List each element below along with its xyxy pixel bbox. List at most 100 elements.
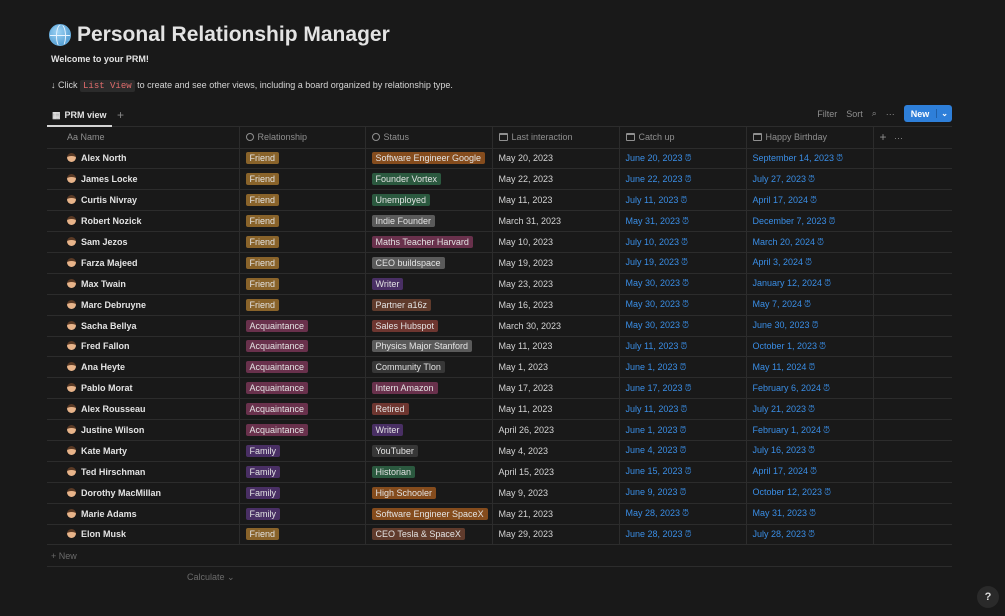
relationship-cell[interactable]: Acquaintance — [239, 398, 366, 421]
help-button[interactable]: ? — [977, 586, 999, 608]
status-cell[interactable]: Historian — [365, 461, 493, 483]
catch-up-cell[interactable]: May 30, 2023 ⏰︎ — [619, 294, 747, 316]
search-icon[interactable]: ⌕ — [871, 108, 877, 118]
last-interaction-cell[interactable]: May 29, 2023 — [492, 524, 620, 546]
status-cell[interactable]: Founder Vortex — [365, 168, 493, 191]
table-row[interactable]: Fred Fallon Acquaintance Physics Major S… — [47, 336, 952, 358]
table-row[interactable]: Alex Rousseau Acquaintance Retired May 1… — [47, 398, 952, 421]
catch-up-cell[interactable]: May 31, 2023 ⏰︎ — [619, 210, 747, 233]
catch-up-cell[interactable]: May 28, 2023 ⏰︎ — [619, 503, 747, 525]
relationship-cell[interactable]: Friend — [239, 231, 366, 253]
name-cell[interactable]: Dorothy MacMillan — [47, 482, 240, 504]
calculate-button[interactable]: Calculate ⌄ — [187, 572, 235, 582]
name-cell[interactable]: Max Twain — [47, 273, 240, 295]
new-button[interactable]: New ⌄ — [903, 105, 952, 122]
status-cell[interactable]: Software Engineer Google — [365, 148, 493, 170]
column-header-last-interaction[interactable]: Last interaction — [492, 127, 620, 149]
catch-up-cell[interactable]: June 1, 2023 ⏰︎ — [619, 356, 747, 379]
last-interaction-cell[interactable]: May 21, 2023 — [492, 503, 620, 525]
name-cell[interactable]: Elon Musk — [47, 524, 240, 546]
last-interaction-cell[interactable]: May 23, 2023 — [492, 273, 620, 295]
table-row[interactable]: Pablo Morat Acquaintance Intern Amazon M… — [47, 377, 952, 400]
birthday-cell[interactable]: February 6, 2024 ⏰︎ — [746, 377, 874, 400]
status-cell[interactable]: Physics Major Stanford — [365, 336, 493, 358]
table-row[interactable]: Dorothy MacMillan Family High Schooler M… — [47, 482, 952, 504]
column-header-catch-up[interactable]: Catch up — [619, 127, 747, 149]
catch-up-cell[interactable]: May 30, 2023 ⏰︎ — [619, 273, 747, 295]
status-cell[interactable]: Sales Hubspot — [365, 315, 493, 337]
name-cell[interactable]: Curtis Nivray — [47, 189, 240, 212]
relationship-cell[interactable]: Family — [239, 503, 366, 525]
relationship-cell[interactable]: Family — [239, 461, 366, 483]
status-cell[interactable]: Writer — [365, 273, 493, 295]
relationship-cell[interactable]: Acquaintance — [239, 377, 366, 400]
name-cell[interactable]: James Locke — [47, 168, 240, 191]
column-header-name[interactable]: Aa Name — [47, 127, 240, 149]
catch-up-cell[interactable]: July 10, 2023 ⏰︎ — [619, 231, 747, 253]
status-cell[interactable]: Software Engineer SpaceX — [365, 503, 493, 525]
relationship-cell[interactable]: Friend — [239, 252, 366, 274]
sort-button[interactable]: Sort — [846, 108, 863, 119]
table-row[interactable]: Ted Hirschman Family Historian April 15,… — [47, 461, 952, 483]
filter-button[interactable]: Filter — [817, 108, 838, 119]
last-interaction-cell[interactable]: March 31, 2023 — [492, 210, 620, 233]
relationship-cell[interactable]: Family — [239, 440, 366, 462]
birthday-cell[interactable]: July 21, 2023 ⏰︎ — [746, 398, 874, 421]
relationship-cell[interactable]: Acquaintance — [239, 356, 366, 379]
status-cell[interactable]: High Schooler — [365, 482, 493, 504]
table-row[interactable]: James Locke Friend Founder Vortex May 22… — [47, 168, 952, 191]
name-cell[interactable]: Marie Adams — [47, 503, 240, 525]
name-cell[interactable]: Fred Fallon — [47, 336, 240, 358]
relationship-cell[interactable]: Friend — [239, 524, 366, 546]
name-cell[interactable]: Farza Majeed — [47, 252, 240, 274]
name-cell[interactable]: Marc Debruyne — [47, 294, 240, 316]
table-row[interactable]: Sacha Bellya Acquaintance Sales Hubspot … — [47, 315, 952, 337]
last-interaction-cell[interactable]: May 9, 2023 — [492, 482, 620, 504]
status-cell[interactable]: Community Tlon — [365, 356, 493, 379]
catch-up-cell[interactable]: June 17, 2023 ⏰︎ — [619, 377, 747, 400]
column-more-button[interactable]: ··· — [894, 133, 904, 144]
table-row[interactable]: Alex North Friend Software Engineer Goog… — [47, 148, 952, 170]
relationship-cell[interactable]: Family — [239, 482, 366, 504]
birthday-cell[interactable]: September 14, 2023 ⏰︎ — [746, 148, 874, 170]
last-interaction-cell[interactable]: May 17, 2023 — [492, 377, 620, 400]
status-cell[interactable]: Partner a16z — [365, 294, 493, 316]
catch-up-cell[interactable]: May 30, 2023 ⏰︎ — [619, 315, 747, 337]
status-cell[interactable]: Maths Teacher Harvard — [365, 231, 493, 253]
catch-up-cell[interactable]: June 15, 2023 ⏰︎ — [619, 461, 747, 483]
birthday-cell[interactable]: May 11, 2024 ⏰︎ — [746, 356, 874, 379]
catch-up-cell[interactable]: June 28, 2023 ⏰︎ — [619, 524, 747, 546]
birthday-cell[interactable]: October 1, 2023 ⏰︎ — [746, 336, 874, 358]
last-interaction-cell[interactable]: May 11, 2023 — [492, 336, 620, 358]
column-header-birthday[interactable]: Happy Birthday — [746, 127, 874, 149]
status-cell[interactable]: CEO buildspace — [365, 252, 493, 274]
table-row[interactable]: Marie Adams Family Software Engineer Spa… — [47, 503, 952, 525]
column-header-status[interactable]: Status — [365, 127, 493, 149]
chevron-down-icon[interactable]: ⌄ — [936, 109, 952, 118]
status-cell[interactable]: Intern Amazon — [365, 377, 493, 400]
last-interaction-cell[interactable]: May 19, 2023 — [492, 252, 620, 274]
status-cell[interactable]: Indie Founder — [365, 210, 493, 233]
last-interaction-cell[interactable]: March 30, 2023 — [492, 315, 620, 337]
birthday-cell[interactable]: June 30, 2023 ⏰︎ — [746, 315, 874, 337]
table-row[interactable]: Max Twain Friend Writer May 23, 2023 May… — [47, 273, 952, 295]
table-row[interactable]: Sam Jezos Friend Maths Teacher Harvard M… — [47, 231, 952, 253]
birthday-cell[interactable]: October 12, 2023 ⏰︎ — [746, 482, 874, 504]
table-row[interactable]: Robert Nozick Friend Indie Founder March… — [47, 210, 952, 233]
table-row[interactable]: Ana Heyte Acquaintance Community Tlon Ma… — [47, 356, 952, 379]
birthday-cell[interactable]: January 12, 2024 ⏰︎ — [746, 273, 874, 295]
column-header-relationship[interactable]: Relationship — [239, 127, 366, 149]
catch-up-cell[interactable]: June 4, 2023 ⏰︎ — [619, 440, 747, 462]
status-cell[interactable]: Writer — [365, 419, 493, 441]
birthday-cell[interactable]: July 28, 2023 ⏰︎ — [746, 524, 874, 546]
catch-up-cell[interactable]: July 11, 2023 ⏰︎ — [619, 336, 747, 358]
table-row[interactable]: Curtis Nivray Friend Unemployed May 11, … — [47, 189, 952, 212]
table-row[interactable]: Kate Marty Family YouTuber May 4, 2023 J… — [47, 440, 952, 462]
birthday-cell[interactable]: March 20, 2024 ⏰︎ — [746, 231, 874, 253]
birthday-cell[interactable]: April 17, 2024 ⏰︎ — [746, 189, 874, 212]
table-row[interactable]: Justine Wilson Acquaintance Writer April… — [47, 419, 952, 441]
name-cell[interactable]: Ana Heyte — [47, 356, 240, 379]
last-interaction-cell[interactable]: April 26, 2023 — [492, 419, 620, 441]
relationship-cell[interactable]: Friend — [239, 168, 366, 191]
catch-up-cell[interactable]: July 11, 2023 ⏰︎ — [619, 189, 747, 212]
